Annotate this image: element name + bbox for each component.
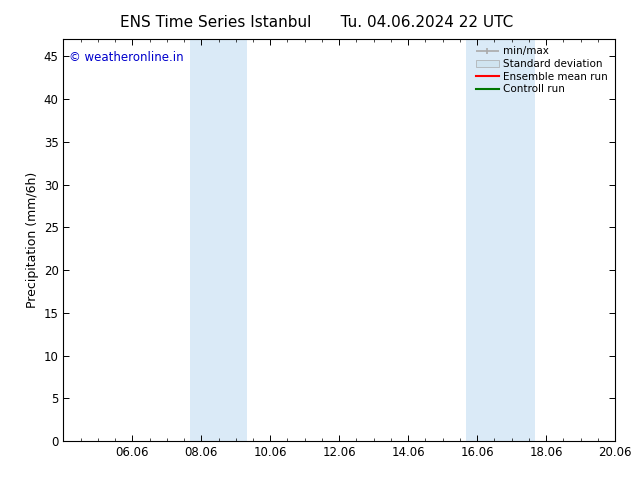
Text: © weatheronline.in: © weatheronline.in bbox=[69, 51, 183, 64]
Text: ENS Time Series Istanbul      Tu. 04.06.2024 22 UTC: ENS Time Series Istanbul Tu. 04.06.2024 … bbox=[120, 15, 514, 30]
Legend: min/max, Standard deviation, Ensemble mean run, Controll run: min/max, Standard deviation, Ensemble me… bbox=[474, 45, 610, 97]
Bar bbox=[190, 39, 247, 441]
Bar bbox=[466, 39, 534, 441]
Y-axis label: Precipitation (mm/6h): Precipitation (mm/6h) bbox=[27, 172, 39, 308]
